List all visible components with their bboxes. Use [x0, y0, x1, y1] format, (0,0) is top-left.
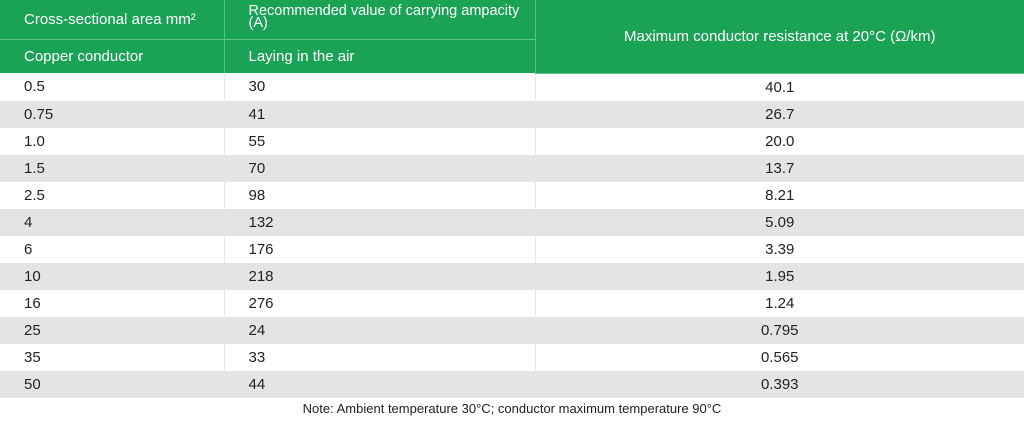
cell-resistance: 1.95 [535, 262, 1024, 290]
cell-resistance: 0.795 [535, 316, 1024, 344]
cell-ampacity: 44 [224, 370, 536, 398]
cell-area: 50 [0, 370, 225, 398]
cell-ampacity: 218 [224, 262, 536, 290]
cell-resistance: 40.1 [535, 73, 1024, 101]
cell-area: 6 [0, 235, 225, 263]
note-row: Note: Ambient temperature 30°C; conducto… [0, 397, 1024, 420]
table-row: 1.0 55 20.0 [0, 127, 1024, 155]
table-row: 1.5 70 13.7 [0, 154, 1024, 182]
table-row: 25 24 0.795 [0, 316, 1024, 344]
table-row: 0.75 41 26.7 [0, 100, 1024, 128]
cell-ampacity: 33 [224, 343, 536, 371]
header-ampacity: Recommended value of carrying ampacity (… [224, 0, 536, 40]
cell-resistance: 0.565 [535, 343, 1024, 371]
table-row: 35 33 0.565 [0, 343, 1024, 371]
cell-ampacity: 24 [224, 316, 536, 344]
note-text: Note: Ambient temperature 30°C; conducto… [0, 397, 1024, 420]
cell-ampacity: 132 [224, 208, 536, 236]
table-row: 2.5 98 8.21 [0, 181, 1024, 209]
cell-ampacity: 55 [224, 127, 536, 155]
cable-spec-table: Cross-sectional area mm² Recommended val… [0, 0, 1024, 420]
table-row: 0.5 30 40.1 [0, 73, 1024, 101]
cell-resistance: 5.09 [535, 208, 1024, 236]
cell-resistance: 13.7 [535, 154, 1024, 182]
cell-area: 1.5 [0, 154, 225, 182]
table-row: 6 176 3.39 [0, 235, 1024, 263]
cell-resistance: 3.39 [535, 235, 1024, 263]
table-row: 10 218 1.95 [0, 262, 1024, 290]
cell-area: 10 [0, 262, 225, 290]
cell-resistance: 0.393 [535, 370, 1024, 398]
table-row: 16 276 1.24 [0, 289, 1024, 317]
cell-area: 1.0 [0, 127, 225, 155]
cell-area: 16 [0, 289, 225, 317]
cell-area: 25 [0, 316, 225, 344]
header-row-bottom: Copper conductor Laying in the air [0, 39, 1024, 73]
cell-area: 2.5 [0, 181, 225, 209]
cell-area: 0.5 [0, 73, 225, 101]
cell-resistance: 26.7 [535, 100, 1024, 128]
cell-ampacity: 176 [224, 235, 536, 263]
cell-ampacity: 41 [224, 100, 536, 128]
header-resistance: Maximum conductor resistance at 20°C (Ω/… [535, 0, 1024, 74]
header-area: Cross-sectional area mm² [0, 0, 225, 40]
cell-ampacity: 70 [224, 154, 536, 182]
header-conductor: Copper conductor [0, 39, 225, 73]
cell-resistance: 1.24 [535, 289, 1024, 317]
cell-area: 4 [0, 208, 225, 236]
cell-ampacity: 98 [224, 181, 536, 209]
cell-resistance: 20.0 [535, 127, 1024, 155]
cell-resistance: 8.21 [535, 181, 1024, 209]
table-row: 4 132 5.09 [0, 208, 1024, 236]
cell-area: 0.75 [0, 100, 225, 128]
cell-ampacity: 30 [224, 73, 536, 101]
cell-area: 35 [0, 343, 225, 371]
header-row-top: Cross-sectional area mm² Recommended val… [0, 0, 1024, 74]
table-row: 50 44 0.393 [0, 370, 1024, 398]
header-laying: Laying in the air [224, 39, 536, 73]
cell-ampacity: 276 [224, 289, 536, 317]
